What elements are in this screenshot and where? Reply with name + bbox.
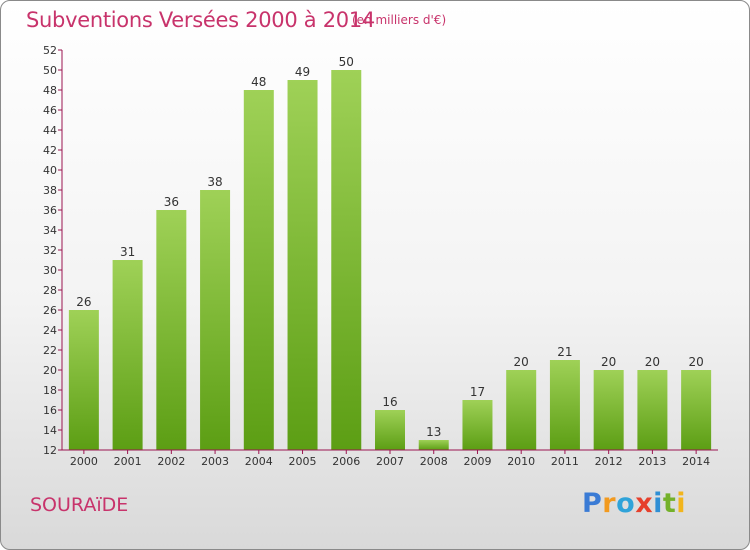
bar-value-label: 38 bbox=[207, 175, 222, 189]
y-tick-label: 26 bbox=[43, 304, 57, 317]
y-tick-label: 28 bbox=[43, 284, 57, 297]
x-tick-label: 2014 bbox=[682, 455, 710, 468]
bar-value-label: 20 bbox=[601, 355, 616, 369]
bar bbox=[375, 410, 405, 450]
bar bbox=[331, 70, 362, 450]
x-tick-label: 2009 bbox=[463, 455, 491, 468]
y-tick-label: 30 bbox=[43, 264, 57, 277]
chart-title: Subventions Versées 2000 à 2014 bbox=[26, 8, 375, 32]
y-tick-label: 38 bbox=[43, 184, 57, 197]
x-axis: 2000 2001 2002 2003 2004 2005 2006 2007 2008 2009… bbox=[62, 449, 718, 468]
logo-letter: i bbox=[653, 488, 663, 519]
y-tick-label: 22 bbox=[43, 344, 57, 357]
bar bbox=[506, 370, 537, 450]
bar bbox=[156, 210, 187, 450]
proxiti-logo: Proxiti bbox=[582, 488, 686, 519]
logo-letter: r bbox=[602, 488, 617, 519]
bar-value-label: 13 bbox=[426, 425, 441, 439]
logo-letter: t bbox=[662, 488, 677, 519]
bar-value-label: 20 bbox=[645, 355, 660, 369]
logo-letter: o bbox=[616, 488, 636, 519]
y-tick-label: 44 bbox=[43, 124, 57, 137]
y-tick-label: 40 bbox=[43, 164, 57, 177]
y-tick-label: 50 bbox=[43, 64, 57, 77]
y-tick-label: 18 bbox=[43, 384, 57, 397]
bar bbox=[287, 80, 318, 450]
bar bbox=[681, 370, 712, 450]
y-tick-label: 24 bbox=[43, 324, 57, 337]
bar-value-label: 26 bbox=[76, 295, 91, 309]
bar-value-label: 31 bbox=[120, 245, 135, 259]
x-tick-label: 2000 bbox=[70, 455, 98, 468]
bar-value-label: 20 bbox=[688, 355, 703, 369]
logo-letter: i bbox=[676, 488, 687, 519]
bar-value-label: 48 bbox=[251, 75, 266, 89]
x-tick-label: 2012 bbox=[595, 455, 623, 468]
x-tick-label: 2013 bbox=[638, 455, 666, 468]
chart-unit: (en milliers d'€) bbox=[352, 13, 447, 27]
commune-name: SOURAïDE bbox=[30, 494, 129, 516]
bar bbox=[549, 360, 580, 450]
x-tick-label: 2011 bbox=[551, 455, 579, 468]
y-tick-label: 16 bbox=[43, 404, 57, 417]
bar-value-label: 20 bbox=[514, 355, 529, 369]
x-tick-label: 2005 bbox=[289, 455, 317, 468]
bar bbox=[200, 190, 231, 450]
x-tick-label: 2003 bbox=[201, 455, 229, 468]
bar bbox=[68, 310, 99, 450]
y-tick-label: 20 bbox=[43, 364, 57, 377]
bar bbox=[418, 440, 449, 450]
bar bbox=[112, 260, 143, 450]
y-tick-label: 42 bbox=[43, 144, 57, 157]
bar-value-label: 50 bbox=[339, 55, 354, 69]
y-tick-label: 14 bbox=[43, 424, 57, 437]
y-tick-label: 34 bbox=[43, 224, 57, 237]
bar-value-label: 21 bbox=[557, 345, 572, 359]
y-axis: 12 14 16 18 20 22 24 26 28 30 32 34 36 38 40 42 44 46 48 50… bbox=[43, 44, 63, 457]
bars: 26 31 36 38 48 49 50 16 13 17 20 21 20 20 20 bbox=[68, 55, 712, 450]
bar-value-label: 49 bbox=[295, 65, 310, 79]
bar bbox=[637, 370, 668, 450]
bar bbox=[462, 400, 493, 450]
bar-value-label: 36 bbox=[164, 195, 179, 209]
x-tick-label: 2006 bbox=[332, 455, 360, 468]
x-tick-label: 2001 bbox=[114, 455, 142, 468]
y-tick-label: 52 bbox=[43, 44, 57, 57]
y-tick-label: 48 bbox=[43, 84, 57, 97]
logo-letter: x bbox=[635, 488, 654, 519]
logo-letter: P bbox=[582, 488, 603, 519]
bar-value-label: 16 bbox=[382, 395, 397, 409]
y-tick-label: 36 bbox=[43, 204, 57, 217]
x-tick-label: 2002 bbox=[157, 455, 185, 468]
bar bbox=[593, 370, 624, 450]
x-tick-label: 2008 bbox=[420, 455, 448, 468]
y-tick-label: 32 bbox=[43, 244, 57, 257]
x-tick-label: 2004 bbox=[245, 455, 273, 468]
bar-value-label: 17 bbox=[470, 385, 485, 399]
y-tick-label: 46 bbox=[43, 104, 57, 117]
x-tick-label: 2010 bbox=[507, 455, 535, 468]
x-tick-label: 2007 bbox=[376, 455, 404, 468]
y-tick-label: 12 bbox=[43, 444, 57, 457]
bar bbox=[243, 90, 274, 450]
